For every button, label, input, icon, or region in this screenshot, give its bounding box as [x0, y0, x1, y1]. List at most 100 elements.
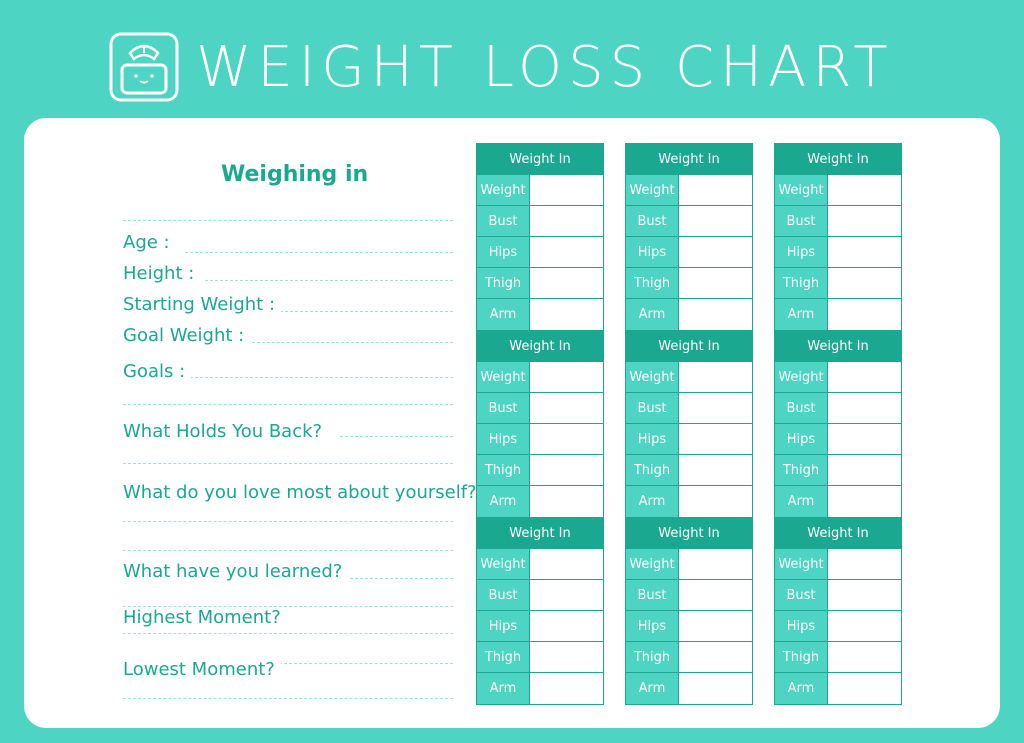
field-label-goal-weight: Goal Weight :	[123, 325, 251, 346]
dash-line	[123, 698, 453, 699]
entry-cell[interactable]	[828, 424, 901, 454]
row-label: Arm	[626, 673, 679, 704]
entry-cell[interactable]	[530, 237, 603, 267]
header: WEIGHT LOSS CHART	[0, 0, 1024, 118]
row-label: Weight	[477, 362, 530, 392]
entry-cell[interactable]	[530, 549, 603, 579]
entry-cell[interactable]	[679, 237, 752, 267]
weigh-in-row: Bust	[775, 393, 901, 424]
weigh-in-row: Thigh	[775, 268, 901, 299]
entry-cell[interactable]	[679, 206, 752, 236]
weigh-in-header: Weight In	[775, 144, 901, 175]
field-label-lowest-moment: Lowest Moment?	[123, 659, 281, 680]
entry-cell[interactable]	[530, 175, 603, 205]
weigh-in-row: Thigh	[477, 455, 603, 486]
entry-cell[interactable]	[530, 206, 603, 236]
row-label: Hips	[775, 424, 828, 454]
weigh-in-header: Weight In	[775, 518, 901, 549]
entry-cell[interactable]	[828, 299, 901, 330]
entry-cell[interactable]	[679, 362, 752, 392]
weigh-in-row: Weight	[775, 549, 901, 580]
weigh-in-row: Bust	[775, 206, 901, 237]
weigh-in-row: Thigh	[477, 642, 603, 673]
entry-cell[interactable]	[679, 549, 752, 579]
weigh-in-row: Hips	[477, 424, 603, 455]
row-label: Weight	[626, 549, 679, 579]
weigh-in-row: Arm	[775, 673, 901, 704]
row-label: Thigh	[775, 642, 828, 672]
entry-cell[interactable]	[530, 362, 603, 392]
entry-cell[interactable]	[530, 299, 603, 330]
weigh-in-row: Thigh	[477, 268, 603, 299]
weigh-in-row: Thigh	[626, 268, 752, 299]
weigh-in-row: Thigh	[775, 455, 901, 486]
entry-cell[interactable]	[828, 362, 901, 392]
row-label: Weight	[775, 362, 828, 392]
weigh-in-table: Weight In Weight Bust Hips Thigh Arm	[476, 330, 604, 518]
weigh-in-header: Weight In	[626, 144, 752, 175]
entry-cell[interactable]	[530, 424, 603, 454]
row-label: Arm	[626, 299, 679, 330]
row-label: Hips	[626, 237, 679, 267]
entry-cell[interactable]	[530, 486, 603, 517]
entry-cell[interactable]	[530, 455, 603, 485]
entry-cell[interactable]	[679, 455, 752, 485]
weigh-in-table: Weight In Weight Bust Hips Thigh Arm	[476, 517, 604, 705]
entry-cell[interactable]	[679, 580, 752, 610]
row-label: Thigh	[775, 455, 828, 485]
entry-cell[interactable]	[530, 580, 603, 610]
entry-cell[interactable]	[828, 268, 901, 298]
entry-cell[interactable]	[679, 299, 752, 330]
entry-cell[interactable]	[828, 673, 901, 704]
row-label: Thigh	[626, 455, 679, 485]
weigh-in-row: Hips	[626, 424, 752, 455]
field-label-highest-moment: Highest Moment?	[123, 607, 287, 628]
weigh-in-header: Weight In	[477, 331, 603, 362]
entry-cell[interactable]	[828, 486, 901, 517]
weigh-in-row: Arm	[477, 486, 603, 517]
entry-cell[interactable]	[530, 642, 603, 672]
entry-cell[interactable]	[530, 611, 603, 641]
entry-cell[interactable]	[828, 549, 901, 579]
row-label: Bust	[775, 580, 828, 610]
dash-line	[123, 521, 453, 522]
entry-cell[interactable]	[679, 393, 752, 423]
row-label: Hips	[626, 424, 679, 454]
weigh-in-row: Hips	[775, 424, 901, 455]
row-label: Weight	[626, 362, 679, 392]
weigh-in-header: Weight In	[477, 518, 603, 549]
entry-cell[interactable]	[530, 673, 603, 704]
field-label-learned: What have you learned?	[123, 561, 349, 582]
entry-cell[interactable]	[828, 237, 901, 267]
entry-cell[interactable]	[679, 673, 752, 704]
row-label: Hips	[775, 237, 828, 267]
weigh-in-row: Thigh	[626, 455, 752, 486]
row-label: Hips	[775, 611, 828, 641]
entry-cell[interactable]	[828, 611, 901, 641]
entry-cell[interactable]	[679, 175, 752, 205]
weigh-in-row: Arm	[626, 299, 752, 330]
entry-cell[interactable]	[530, 268, 603, 298]
entry-cell[interactable]	[679, 611, 752, 641]
entry-cell[interactable]	[828, 206, 901, 236]
entry-cell[interactable]	[828, 175, 901, 205]
weigh-in-row: Bust	[477, 206, 603, 237]
dash-line	[335, 578, 453, 579]
entry-cell[interactable]	[828, 393, 901, 423]
dash-line	[123, 606, 453, 607]
row-label: Thigh	[477, 455, 530, 485]
weigh-in-row: Thigh	[775, 642, 901, 673]
entry-cell[interactable]	[679, 424, 752, 454]
entry-cell[interactable]	[679, 486, 752, 517]
entry-cell[interactable]	[828, 580, 901, 610]
entry-cell[interactable]	[679, 642, 752, 672]
weigh-in-header: Weight In	[477, 144, 603, 175]
weigh-in-row: Arm	[626, 486, 752, 517]
entry-cell[interactable]	[530, 393, 603, 423]
row-label: Weight	[477, 549, 530, 579]
weigh-in-row: Weight	[626, 175, 752, 206]
entry-cell[interactable]	[828, 642, 901, 672]
entry-cell[interactable]	[828, 455, 901, 485]
dash-line	[123, 463, 453, 464]
entry-cell[interactable]	[679, 268, 752, 298]
